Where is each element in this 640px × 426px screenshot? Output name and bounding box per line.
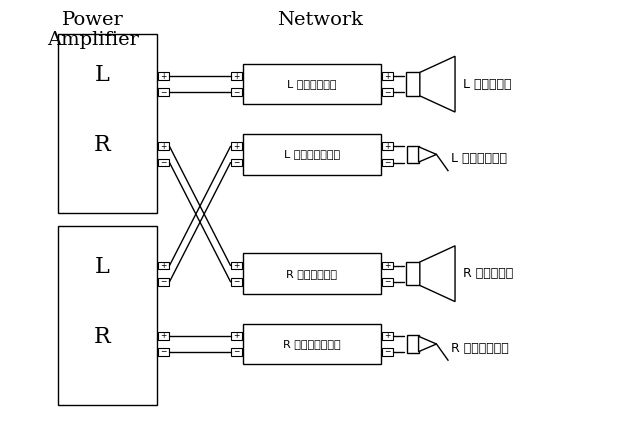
Text: +: + xyxy=(161,261,167,270)
Text: −: − xyxy=(385,158,391,167)
Bar xyxy=(158,158,170,166)
Bar xyxy=(158,72,170,80)
Bar xyxy=(382,72,394,80)
Text: +: + xyxy=(233,72,239,81)
Bar xyxy=(230,88,242,96)
Bar xyxy=(382,262,394,269)
Text: −: − xyxy=(233,158,239,167)
Text: L トゥイーター用: L トゥイーター用 xyxy=(284,150,340,159)
Text: −: − xyxy=(161,88,167,97)
Bar xyxy=(158,88,170,96)
Text: L ウーファー: L ウーファー xyxy=(463,78,511,91)
Bar xyxy=(230,348,242,356)
Bar xyxy=(243,324,381,364)
Text: L: L xyxy=(95,256,109,278)
Bar xyxy=(382,158,394,166)
Bar xyxy=(230,158,242,166)
Text: Network: Network xyxy=(277,11,363,29)
Bar xyxy=(230,72,242,80)
Text: −: − xyxy=(385,277,391,286)
Bar xyxy=(158,332,170,340)
Bar xyxy=(158,142,170,150)
Text: L ウーファー用: L ウーファー用 xyxy=(287,79,337,89)
Text: +: + xyxy=(385,331,391,340)
Bar xyxy=(407,146,419,163)
Polygon shape xyxy=(419,337,436,352)
Text: −: − xyxy=(161,158,167,167)
Text: L トゥイーター: L トゥイーター xyxy=(451,152,508,165)
Bar xyxy=(243,134,381,175)
Bar xyxy=(158,348,170,356)
Text: Power
Amplifier: Power Amplifier xyxy=(47,11,139,49)
Text: −: − xyxy=(385,348,391,357)
Bar xyxy=(158,278,170,286)
Bar xyxy=(230,278,242,286)
Text: −: − xyxy=(233,348,239,357)
Text: +: + xyxy=(385,142,391,151)
Bar xyxy=(406,72,420,96)
Bar xyxy=(58,34,157,213)
Bar xyxy=(230,142,242,150)
Bar xyxy=(382,88,394,96)
Text: R トゥイーター用: R トゥイーター用 xyxy=(283,339,341,349)
Text: R ウーファー用: R ウーファー用 xyxy=(287,269,337,279)
Bar xyxy=(243,253,381,294)
Text: R ウーファー: R ウーファー xyxy=(463,267,513,280)
Text: +: + xyxy=(161,72,167,81)
Polygon shape xyxy=(420,246,455,302)
Text: −: − xyxy=(233,88,239,97)
Bar xyxy=(407,336,419,353)
Text: L: L xyxy=(95,64,109,86)
Text: +: + xyxy=(385,261,391,270)
Bar xyxy=(243,64,381,104)
Bar xyxy=(158,262,170,269)
Text: +: + xyxy=(161,331,167,340)
Bar xyxy=(230,262,242,269)
Polygon shape xyxy=(420,56,455,112)
Text: −: − xyxy=(161,348,167,357)
Bar xyxy=(406,262,420,285)
Text: R トゥイーター: R トゥイーター xyxy=(451,342,509,355)
Text: +: + xyxy=(161,142,167,151)
Bar xyxy=(382,278,394,286)
Polygon shape xyxy=(419,147,436,162)
Text: R: R xyxy=(94,134,111,156)
Text: +: + xyxy=(233,331,239,340)
Text: −: − xyxy=(385,88,391,97)
Bar xyxy=(58,226,157,405)
Bar xyxy=(382,142,394,150)
Bar xyxy=(382,348,394,356)
Text: +: + xyxy=(233,142,239,151)
Text: +: + xyxy=(233,261,239,270)
Text: R: R xyxy=(94,326,111,348)
Text: −: − xyxy=(161,277,167,286)
Bar xyxy=(382,332,394,340)
Bar xyxy=(230,332,242,340)
Text: −: − xyxy=(233,277,239,286)
Text: +: + xyxy=(385,72,391,81)
